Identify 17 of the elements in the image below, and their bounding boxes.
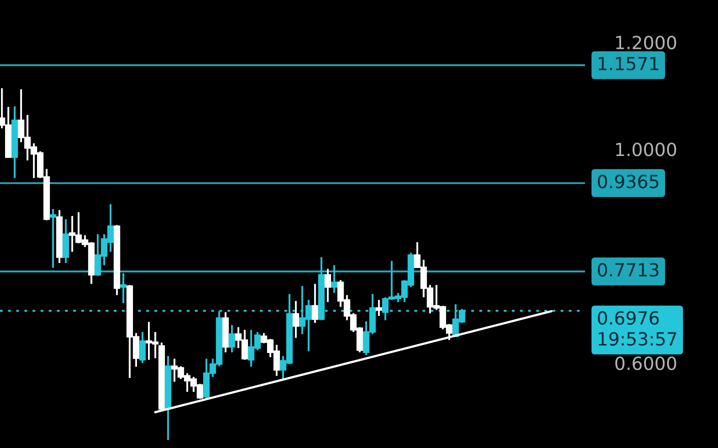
candlestick <box>139 331 146 364</box>
ref-line-label: 0.7713 <box>598 263 658 277</box>
candlestick <box>62 218 70 264</box>
candlestick <box>120 272 127 304</box>
candlestick <box>292 300 300 339</box>
y-tick-label: 1.0000 <box>616 142 676 156</box>
candlestick <box>312 282 318 324</box>
candlestick <box>228 324 236 354</box>
candlestick <box>376 299 382 317</box>
ref-line-label: 1.1571 <box>598 56 658 70</box>
ref-line-label: 0.6976 19:53:57 <box>598 311 676 346</box>
y-tick-label: 1.2000 <box>616 36 676 50</box>
candlestick <box>50 208 56 269</box>
y-tick-label: 0.6000 <box>615 356 676 370</box>
ref-line-label: 0.9365 <box>598 174 658 188</box>
candlestick <box>324 268 332 303</box>
candlestick <box>330 264 338 294</box>
